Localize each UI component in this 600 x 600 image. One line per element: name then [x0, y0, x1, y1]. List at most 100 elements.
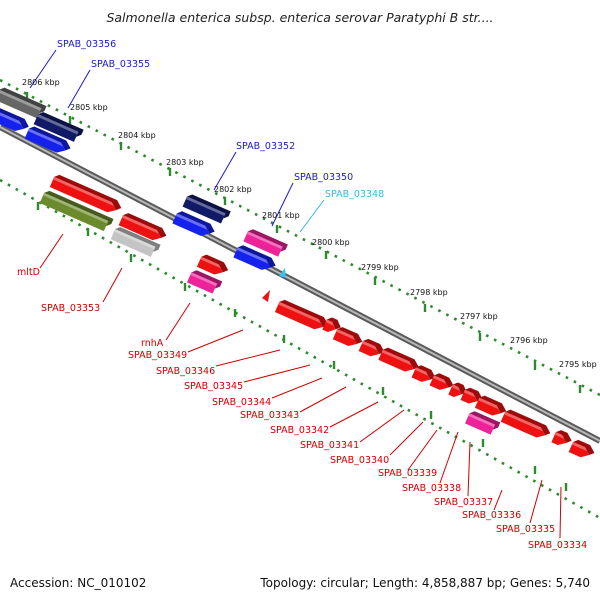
gene-highlight — [504, 411, 543, 432]
red-leader-line — [102, 267, 123, 303]
gene-shadow — [337, 327, 363, 344]
gene-highlight — [43, 192, 109, 224]
red-leader-line — [165, 302, 191, 341]
gene-highlight — [246, 231, 283, 250]
gene-feature — [33, 112, 84, 142]
gene-labels: SPAB_03356 SPAB_03355 SPAB_03352 SPAB_03350… — [17, 39, 587, 551]
gene-feature — [196, 254, 229, 275]
gene-feature — [49, 174, 122, 213]
gene-shadow — [415, 365, 436, 380]
gene-feature — [39, 190, 114, 232]
red-gene-label: rnhA — [141, 338, 164, 349]
gene-body — [233, 247, 271, 270]
red-leader-line — [329, 401, 379, 428]
gene-feature — [182, 194, 231, 224]
red-leader-line — [389, 421, 424, 456]
kbp-label: 2805 kbp — [70, 103, 108, 112]
gene-highlight — [463, 389, 476, 398]
red-leader-line — [439, 431, 459, 484]
gene-shadow — [479, 395, 507, 414]
kbp-label: 2804 kbp — [118, 131, 156, 140]
red-leader-line — [271, 377, 323, 399]
gene-shadow — [201, 254, 229, 273]
red-leader-line — [359, 409, 405, 443]
gene-highlight — [432, 375, 447, 384]
gene-highlight — [451, 384, 460, 391]
blue-leader-line — [29, 49, 57, 89]
red-gene-label: SPAB_03343 — [240, 410, 299, 421]
kbp-label: 2795 kbp — [559, 360, 597, 369]
genome-title: Salmonella enterica subsp. enterica sero… — [106, 10, 493, 25]
gene-features — [0, 87, 595, 458]
kbp-label: 2796 kbp — [510, 336, 548, 345]
gene-body — [118, 215, 162, 241]
gene-shadow — [326, 317, 341, 330]
gene-highlight — [113, 229, 156, 250]
blue-gene-label: SPAB_03356 — [57, 39, 116, 50]
gene-body — [110, 229, 156, 257]
label-leader-lines — [29, 49, 562, 539]
red-gene-label: SPAB_03335 — [496, 524, 555, 535]
gene-body — [49, 176, 117, 213]
gene-shadow — [191, 270, 223, 289]
gene-small-cyan — [279, 268, 286, 278]
gene-highlight — [121, 215, 160, 234]
blue-leader-line — [67, 69, 91, 109]
red-gene-label: SPAB_03345 — [184, 381, 243, 392]
red-gene-label: SPAB_03339 — [378, 468, 437, 479]
gene-shadow — [176, 211, 215, 234]
gene-feature — [474, 395, 507, 416]
red-gene-label: SPAB_03334 — [528, 540, 587, 551]
red-leader-line — [493, 489, 503, 511]
red-leader-line — [559, 486, 562, 539]
red-gene-label: SPAB_03340 — [330, 455, 389, 466]
gene-body — [182, 196, 226, 224]
red-gene-label: SPAB_03344 — [212, 397, 271, 408]
red-gene-label: mltD — [17, 267, 40, 278]
red-leader-line — [215, 349, 281, 367]
red-leader-line — [529, 479, 543, 524]
gene-body — [24, 128, 66, 153]
gene-feature — [551, 430, 572, 446]
accession-text: Accession: NC_010102 — [10, 576, 146, 590]
gene-shadow — [452, 382, 467, 395]
gene-shadow — [505, 409, 551, 436]
gene-shadow — [186, 194, 231, 219]
gene-shadow — [382, 347, 419, 370]
gene-body — [274, 301, 323, 330]
scale-track-dots — [0, 178, 600, 520]
gene-shadow — [237, 245, 276, 268]
gene-body — [186, 272, 218, 294]
kbp-label: 2801 kbp — [262, 211, 300, 220]
gene-feature — [118, 213, 167, 241]
gene-feature — [243, 229, 288, 257]
gene-feature — [332, 327, 363, 347]
gene-shadow — [247, 229, 288, 252]
gene-body — [568, 441, 590, 458]
gene-shadow — [469, 411, 501, 430]
gene-shadow — [279, 299, 329, 328]
gene-highlight — [325, 319, 334, 326]
gene-body — [172, 213, 210, 236]
gene-highlight — [175, 213, 208, 230]
gene-shadow — [555, 430, 572, 443]
gene-shadow — [54, 174, 122, 211]
red-gene-label: SPAB_03337 — [434, 497, 493, 508]
red-leader-line — [243, 364, 311, 383]
gene-feature — [464, 411, 501, 435]
gene-highlight — [0, 89, 42, 111]
gene-feature — [0, 108, 29, 132]
gene-highlight — [27, 128, 64, 147]
gene-highlight — [468, 413, 496, 428]
topology-text: Topology: circular; Length: 4,858,887 bp… — [259, 576, 590, 590]
gene-highlight — [361, 340, 378, 351]
gene-highlight — [554, 432, 565, 439]
gene-highlight — [414, 367, 429, 376]
gene-body — [411, 367, 431, 382]
blue-gene-label: SPAB_03355 — [91, 59, 150, 70]
gene-shadow — [38, 112, 84, 137]
gene-feature — [0, 87, 47, 119]
gene-body — [0, 110, 24, 132]
gene-highlight — [571, 441, 588, 452]
